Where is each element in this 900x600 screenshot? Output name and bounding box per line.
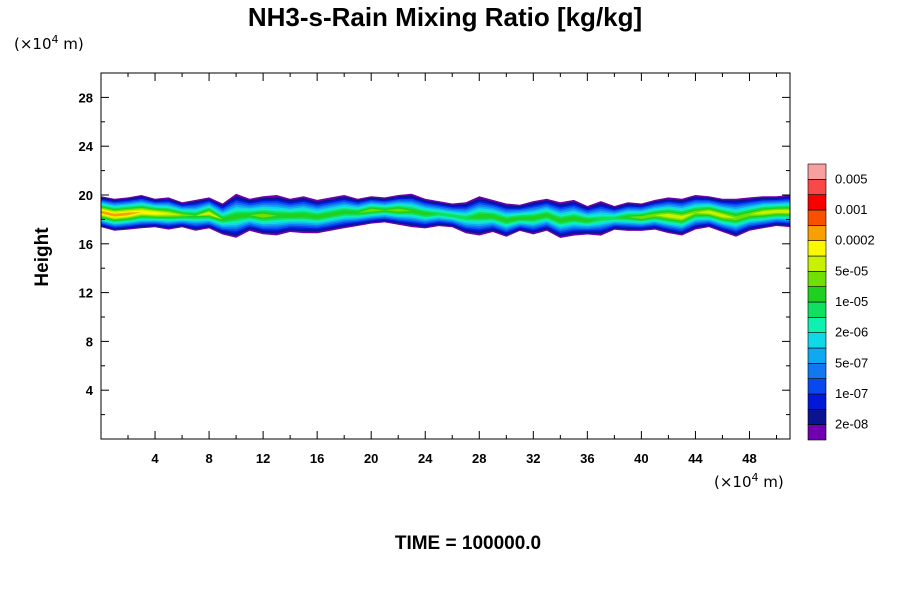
- colorbar-swatch: [807, 163, 827, 180]
- x-tick-label: 28: [472, 451, 486, 466]
- x-tick-label: 4: [151, 451, 159, 466]
- colorbar-label: 5e-05: [835, 263, 868, 278]
- colorbar: 2e-08 1e-07 5e-07 2e-06 1e-05 5e-05 0.0002 0.00…: [807, 163, 875, 441]
- colorbar-label: 5e-07: [835, 355, 868, 370]
- colorbar-label: 0.0002: [835, 233, 875, 248]
- colorbar-swatch: [807, 209, 827, 226]
- x-tick-label: 44: [688, 451, 703, 466]
- y-axis: 4 8 12 16 20 24 28: [79, 90, 790, 416]
- colorbar-swatch: [807, 301, 827, 318]
- colorbar-swatch: [807, 363, 827, 379]
- x-tick-label: 32: [526, 451, 540, 466]
- y-tick-label: 28: [79, 90, 93, 105]
- colorbar-swatch: [807, 347, 827, 364]
- colorbar-swatch: [807, 424, 827, 441]
- x-tick-label: 8: [205, 451, 212, 466]
- colorbar-label: 1e-07: [835, 386, 868, 401]
- x-tick-label: 36: [580, 451, 594, 466]
- x-tick-label: 16: [310, 451, 324, 466]
- colorbar-swatch: [807, 409, 827, 425]
- y-tick-label: 12: [79, 286, 93, 301]
- colorbar-label: 2e-08: [835, 417, 868, 432]
- colorbar-swatch: [807, 393, 827, 410]
- colorbar-swatch: [807, 240, 827, 257]
- colorbar-label: 0.005: [835, 171, 868, 186]
- y-tick-label: 16: [79, 237, 93, 252]
- colorbar-swatch: [807, 255, 827, 272]
- colorbar-swatch: [807, 225, 827, 241]
- colorbar-swatch: [807, 317, 827, 333]
- colorbar-swatch: [807, 286, 827, 303]
- y-tick-label: 20: [79, 188, 93, 203]
- y-tick-label: 4: [86, 383, 94, 398]
- colorbar-swatch: [807, 332, 827, 349]
- plot-area: [101, 193, 790, 238]
- y-axis-unit: (×104 m): [14, 33, 84, 53]
- x-tick-label: 40: [634, 451, 648, 466]
- y-tick-label: 24: [79, 139, 94, 154]
- y-axis-label: Height: [32, 227, 53, 287]
- x-axis-unit: (×104 m): [714, 471, 784, 491]
- x-tick-label: 20: [364, 451, 378, 466]
- colorbar-swatch: [807, 179, 827, 195]
- x-tick-label: 24: [418, 451, 433, 466]
- time-label: TIME = 100000.0: [395, 533, 541, 554]
- y-tick-label: 8: [86, 334, 93, 349]
- contour-level-8: [101, 205, 790, 225]
- x-axis: 4 8 12 16 20 24 28 32 36 40 44 48: [127, 73, 777, 466]
- colorbar-label: 1e-05: [835, 294, 868, 309]
- plot-frame: [100, 72, 791, 440]
- colorbar-label: 0.001: [835, 202, 868, 217]
- colorbar-label: 2e-06: [835, 325, 868, 340]
- x-tick-label: 12: [256, 451, 270, 466]
- chart-title: NH3-s-Rain Mixing Ratio [kg/kg]: [248, 2, 642, 32]
- colorbar-swatch: [807, 271, 827, 287]
- colorbar-swatch: [807, 194, 827, 211]
- contour-level-10: [101, 207, 790, 221]
- x-tick-label: 48: [742, 451, 756, 466]
- colorbar-swatch: [807, 378, 827, 395]
